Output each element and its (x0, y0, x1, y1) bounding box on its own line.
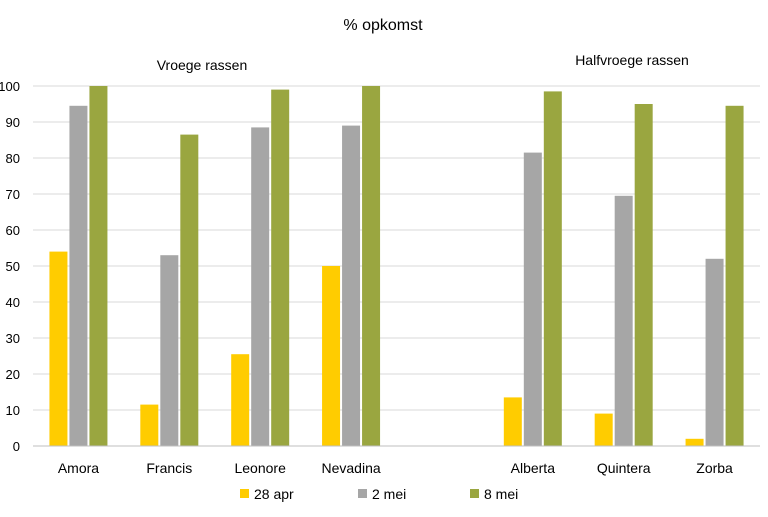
bar-quintera-8-mei (634, 104, 653, 446)
y-tick-label: 0 (13, 439, 20, 454)
bar-alberta-8-mei (543, 91, 562, 447)
bar-amora-28-apr (49, 251, 68, 446)
x-tick-label: Quintera (597, 460, 651, 476)
bar-nevadina-28-apr (322, 266, 341, 446)
y-tick-label: 30 (6, 331, 20, 346)
bar-amora-2-mei (69, 105, 88, 447)
group-label-vroege: Vroege rassen (157, 57, 248, 73)
legend-label: 2 mei (372, 486, 406, 502)
axes: 0 10 20 30 40 50 60 70 80 90 100 Amora Francis Leonor… (0, 79, 760, 476)
y-tick-label: 60 (6, 223, 20, 238)
bar-leonore-28-apr (231, 354, 250, 446)
bar-zorba-8-mei (725, 105, 744, 447)
bar-leonore-8-mei (271, 89, 290, 446)
bar-zorba-28-apr (685, 438, 704, 446)
y-tick-label: 50 (6, 259, 20, 274)
x-tick-label: Francis (146, 460, 192, 476)
bar-quintera-28-apr (594, 413, 613, 446)
y-tick-label: 80 (6, 151, 20, 166)
bar-nevadina-8-mei (362, 86, 381, 446)
bar-alberta-28-apr (503, 397, 522, 446)
x-tick-label: Nevadina (321, 460, 380, 476)
y-tick-label: 70 (6, 187, 20, 202)
group-label-halfvroege: Halfvroege rassen (575, 52, 689, 68)
y-tick-label: 10 (6, 403, 20, 418)
legend-swatch (470, 489, 479, 498)
bar-amora-8-mei (89, 86, 108, 446)
legend-label: 28 apr (254, 486, 294, 502)
bar-alberta-2-mei (523, 152, 542, 446)
bar-francis-8-mei (180, 134, 199, 446)
legend-swatch (358, 489, 367, 498)
bars (49, 86, 744, 447)
y-tick-label: 20 (6, 367, 20, 382)
x-tick-label: Leonore (234, 460, 286, 476)
y-tick-label: 100 (0, 79, 20, 94)
x-tick-label: Alberta (511, 460, 556, 476)
bar-francis-2-mei (160, 255, 179, 446)
y-tick-label: 40 (6, 295, 20, 310)
x-tick-label: Amora (58, 460, 99, 476)
legend: 28 apr 2 mei 8 mei (240, 486, 518, 502)
gridlines (33, 85, 760, 411)
bar-zorba-2-mei (705, 258, 724, 446)
bar-quintera-2-mei (614, 195, 633, 446)
bar-leonore-2-mei (251, 127, 270, 447)
bar-nevadina-2-mei (342, 125, 361, 446)
y-tick-label: 90 (6, 115, 20, 130)
legend-label: 8 mei (484, 486, 518, 502)
chart-title: % opkomst (343, 17, 423, 34)
x-tick-label: Zorba (696, 460, 733, 476)
legend-swatch (240, 489, 249, 498)
bar-francis-28-apr (140, 404, 159, 446)
